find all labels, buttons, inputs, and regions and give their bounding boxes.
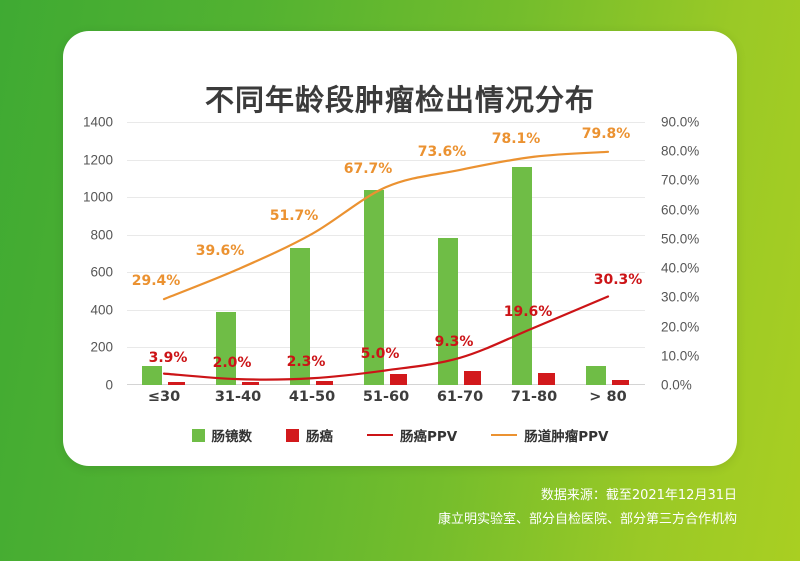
- bar-green: [364, 189, 384, 385]
- line-series: [162, 295, 610, 381]
- legend-swatch-icon: [191, 428, 205, 442]
- y-tick-left: 1000: [82, 189, 113, 205]
- bar-red: [316, 380, 333, 385]
- bar-green: [586, 366, 606, 385]
- x-tick-label: ≤30: [147, 389, 181, 405]
- y-tick-right: 60.0%: [661, 201, 700, 217]
- chart-card: 不同年龄段肿瘤检出情况分布 0 200 400 600 800 1000 1200 1400 …: [63, 31, 737, 466]
- legend-item[interactable]: 肠癌: [286, 425, 333, 445]
- bar-group: [349, 122, 423, 385]
- source-line-2: 康立明实验室、部分自检医院、部分第三方合作机构: [437, 512, 737, 528]
- data-label: 39.6%: [195, 243, 245, 260]
- data-label: 79.8%: [581, 125, 631, 142]
- gridline: [127, 309, 645, 311]
- y-tick-right: 90.0%: [661, 114, 700, 130]
- y-axis-right: 0.0% 10.0% 20.0% 30.0% 40.0% 50.0% 60.0% 70.0% 8…: [653, 115, 733, 391]
- line-series: [162, 150, 610, 301]
- y-tick-right: 10.0%: [661, 348, 700, 364]
- legend-label: 肠癌PPV: [400, 429, 458, 445]
- x-tick-label: 61-70: [436, 389, 484, 405]
- bar-red: [538, 372, 555, 385]
- y-tick-right: 20.0%: [661, 318, 700, 334]
- data-label: 3.9%: [148, 349, 188, 366]
- gridline: [127, 197, 645, 199]
- gridline: [127, 347, 645, 349]
- plot-area: 3.9% 2.0% 2.3% 5.0% 9.3% 19.6% 30.3% 29.4% 39.6%…: [127, 122, 645, 385]
- legend-label: 肠癌: [306, 429, 333, 445]
- x-tick-label: 41-50: [288, 389, 336, 405]
- bar-group: [127, 122, 201, 385]
- bar-green: [216, 311, 236, 385]
- x-axis-categories: ≤30 31-40 41-50 51-60 61-70 71-80 > 80: [127, 389, 645, 415]
- bar-red: [242, 382, 259, 385]
- legend-item[interactable]: 肠道肿瘤PPV: [491, 425, 609, 445]
- data-label: 67.7%: [343, 161, 393, 178]
- y-tick-left: 200: [90, 339, 113, 355]
- source-line-1: 数据来源：截至2021年12月31日: [540, 488, 737, 503]
- legend-line-icon: [491, 434, 518, 436]
- bar-green: [290, 247, 310, 385]
- legend-line-icon: [367, 434, 393, 436]
- y-tick-right: 50.0%: [661, 231, 700, 247]
- source-note: 数据来源：截至2021年12月31日 康立明实验室、部分自检医院、部分第三方合作…: [0, 484, 737, 532]
- y-tick-right: 30.0%: [661, 289, 700, 305]
- x-tick-label: > 80: [589, 389, 627, 405]
- y-tick-right: 0.0%: [661, 377, 692, 393]
- bar-green: [438, 238, 458, 385]
- data-label: 78.1%: [491, 130, 541, 147]
- bar-group: [275, 122, 349, 385]
- chart-legend: 肠镜数 肠癌 肠癌PPV 肠道肿瘤PPV: [63, 425, 737, 445]
- gridline: [127, 159, 645, 161]
- bar-red: [390, 374, 407, 385]
- data-label: 73.6%: [417, 143, 467, 160]
- data-label: 30.3%: [593, 272, 643, 289]
- y-tick-left: 600: [90, 264, 113, 280]
- data-label: 29.4%: [131, 273, 181, 290]
- y-tick-left: 1200: [82, 151, 113, 167]
- data-label: 2.3%: [286, 354, 326, 371]
- bar-green: [142, 366, 162, 385]
- x-tick-label: 71-80: [510, 389, 558, 405]
- x-tick-label: 31-40: [214, 389, 262, 405]
- legend-item[interactable]: 肠癌PPV: [367, 425, 457, 445]
- bar-columns: [127, 122, 645, 385]
- bar-red: [612, 379, 629, 385]
- bar-red: [168, 381, 185, 385]
- y-tick-right: 80.0%: [661, 143, 700, 159]
- bar-group: [201, 122, 275, 385]
- y-axis-left: 0 200 400 600 800 1000 1200 1400: [63, 115, 121, 391]
- bar-group: [423, 122, 497, 385]
- y-tick-left: 0: [105, 377, 113, 393]
- legend-swatch-icon: [286, 428, 299, 442]
- x-tick-label: 51-60: [362, 389, 410, 405]
- legend-label: 肠镜数: [211, 429, 253, 445]
- legend-item[interactable]: 肠镜数: [191, 425, 253, 445]
- y-tick-right: 70.0%: [661, 172, 700, 188]
- gridline: [127, 234, 645, 236]
- gridline: [127, 272, 645, 274]
- line-series-layer: [162, 150, 610, 381]
- data-label: 5.0%: [360, 346, 400, 363]
- data-label: 19.6%: [503, 303, 553, 320]
- bar-red: [464, 371, 481, 385]
- gridline: [127, 122, 645, 123]
- y-tick-left: 800: [90, 226, 113, 242]
- chart-title: 不同年龄段肿瘤检出情况分布: [204, 83, 595, 117]
- y-tick-right: 40.0%: [661, 260, 700, 276]
- y-tick-left: 1400: [82, 114, 113, 130]
- y-tick-left: 400: [90, 302, 113, 318]
- data-label: 9.3%: [434, 333, 474, 350]
- axis-baseline: [127, 384, 645, 385]
- bar-group: [571, 122, 645, 385]
- data-label: 51.7%: [269, 207, 319, 224]
- data-label: 2.0%: [212, 355, 252, 372]
- legend-label: 肠道肿瘤PPV: [524, 429, 609, 445]
